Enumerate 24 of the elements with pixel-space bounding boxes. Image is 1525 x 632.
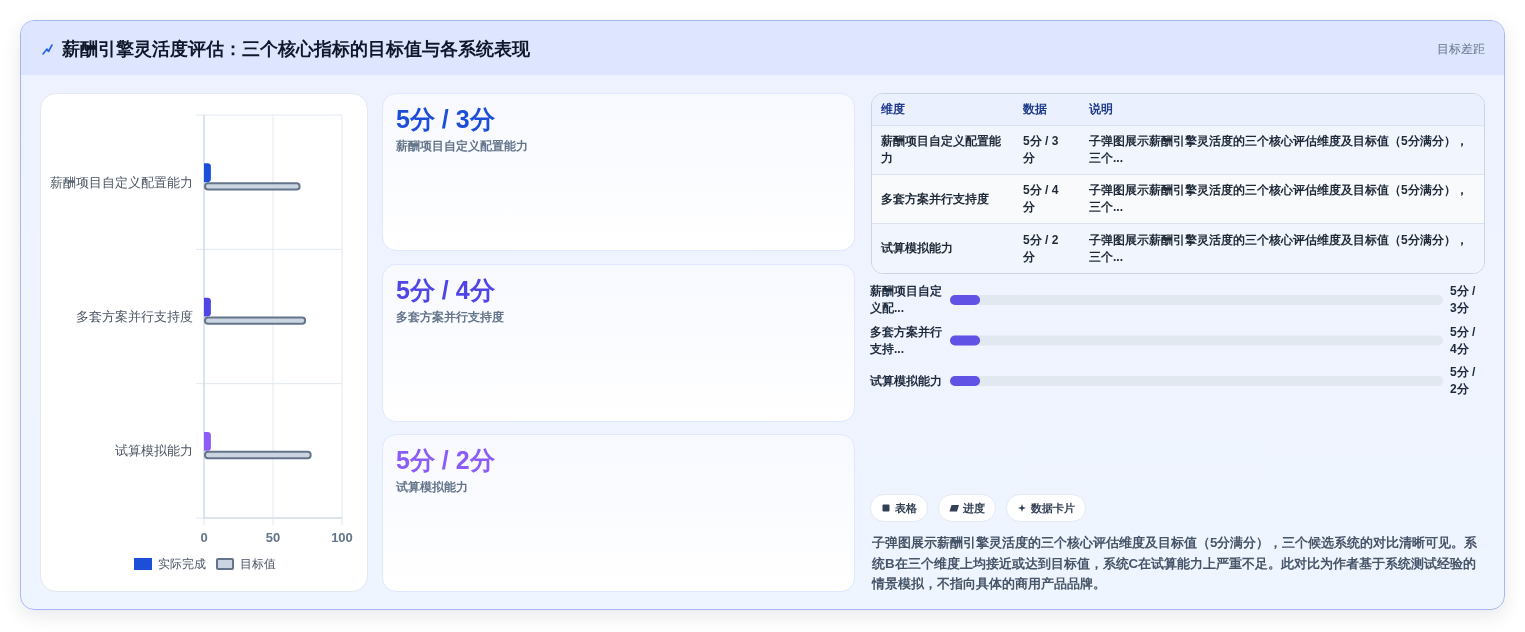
x-tick-label: 100	[331, 529, 353, 545]
y-tick-label: 多套方案并行支持...	[870, 323, 943, 358]
chip: 进度	[938, 494, 996, 522]
x-tick-label: 50	[265, 529, 281, 545]
text: 5分 / 4分	[1450, 323, 1477, 358]
legend-label: 目标值	[240, 557, 276, 571]
table-header-row: 维度 数据 说明	[872, 94, 1484, 126]
card: 5分 / 4分 多套方案并行支持度	[382, 263, 855, 422]
x-tick-label: 0	[200, 529, 208, 545]
text: 5分 / 3分	[1450, 283, 1477, 317]
card: 5分 / 3分 薪酬项目自定义配置能力	[382, 93, 855, 251]
chip: 数据卡片	[1006, 494, 1086, 522]
text: 子弹图展示薪酬引擎灵活度的三个核心评估维度及目标值（5分满分），三个候选系统的对比清晰可见。系统B在三个维度上均接近或达到目标值，系统C在试算能力上严重不足。此对比为作者基于系统测试经验的情景模拟，不指向具体的商用产品品牌。	[872, 534, 1479, 593]
legend-label: 实际完成	[158, 557, 206, 571]
y-tick-label: 试算模拟能力	[870, 372, 942, 390]
header: 薪酬引擎灵活度评估：三个核心指标的目标值与各系统表现 目标差距	[21, 21, 1504, 75]
y-tick-label: 薪酬项目自定义配...	[870, 283, 943, 317]
text: 5分 / 2分	[1450, 364, 1477, 398]
card: 5分 / 2分 试算模拟能力	[382, 434, 855, 592]
y-tick-label: 试算模拟能力	[115, 443, 193, 459]
y-tick-label: 薪酬项目自定义配置能力	[50, 174, 193, 190]
table-row: 多套方案并行支持度 5分 / 4分 子弹图展示薪酬引擎灵活度的三个核心评估维度及目标值（5分满分），三个...	[872, 175, 1484, 224]
y-tick-label: 多套方案并行支持度	[76, 309, 193, 324]
chip: 表格	[870, 494, 928, 522]
